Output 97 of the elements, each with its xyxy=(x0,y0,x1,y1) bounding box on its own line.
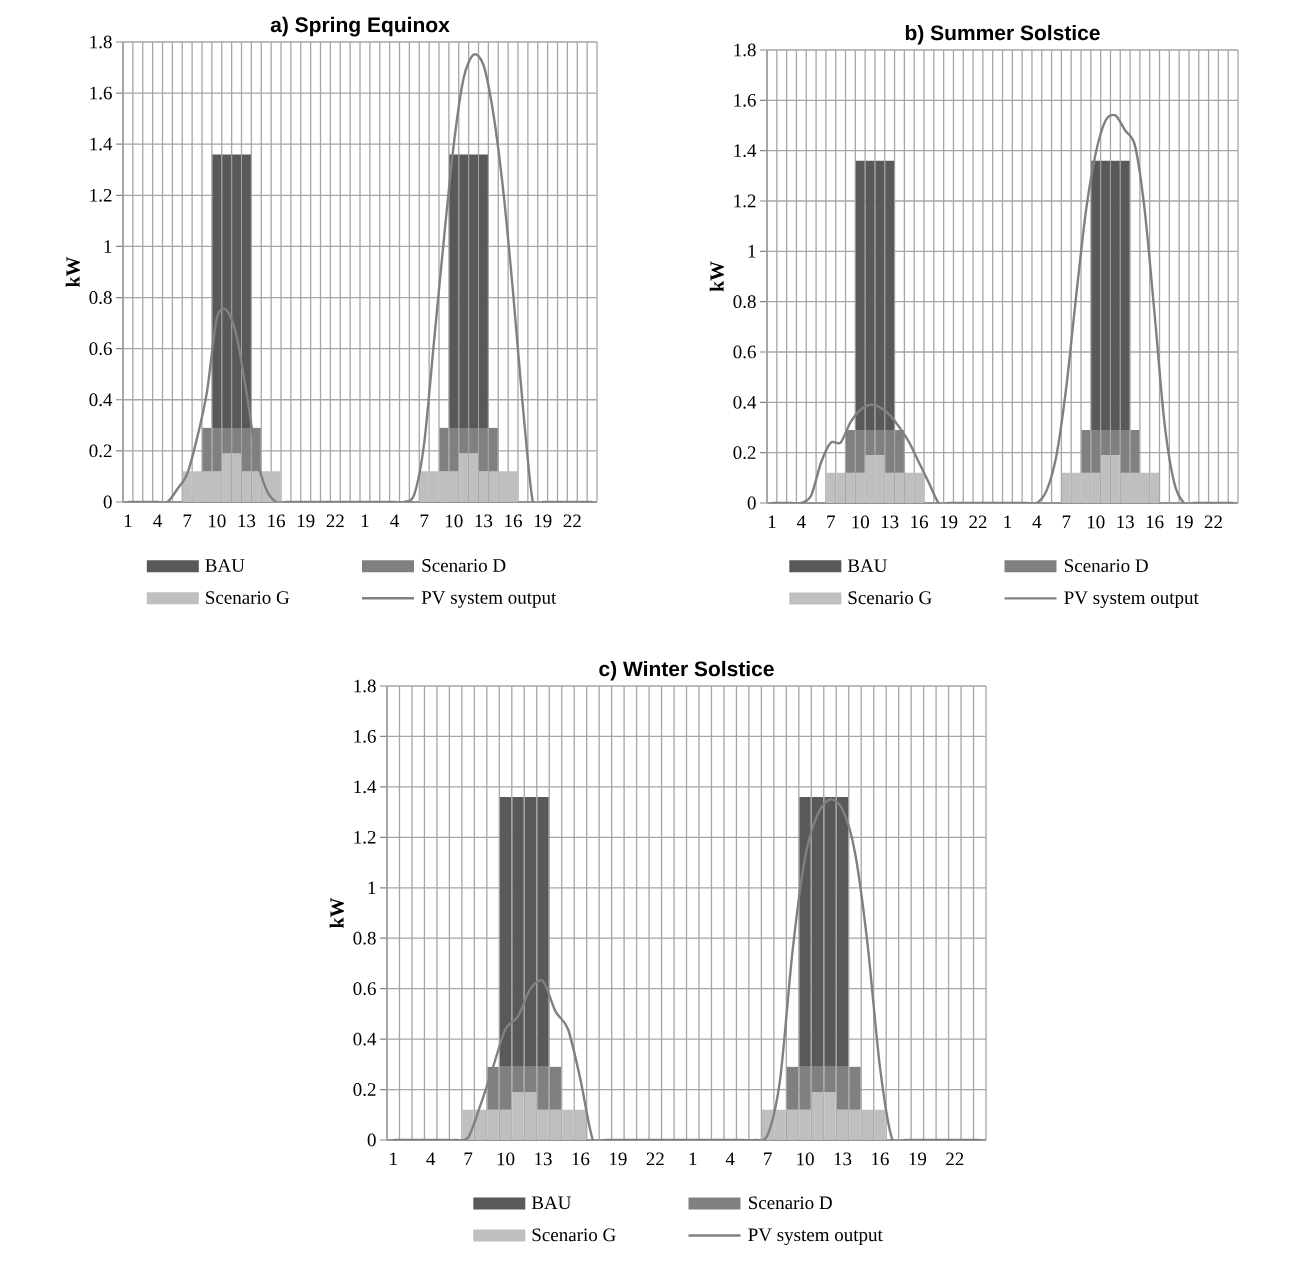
x-tick-label: 7 xyxy=(420,514,429,527)
legend-label: BAU xyxy=(847,559,888,573)
line-series xyxy=(126,53,594,502)
x-tick-label: 1 xyxy=(390,1152,397,1166)
x-tick-label: 10 xyxy=(445,514,463,528)
x-tick-label: 1 xyxy=(1004,515,1012,529)
x-tick-label: 16 xyxy=(872,1152,889,1166)
x-tick-label: 22 xyxy=(563,514,581,528)
x-tick-label: 16 xyxy=(911,515,929,529)
x-tick-label: 19 xyxy=(610,1152,627,1166)
x-tick-label: 19 xyxy=(940,515,958,529)
x-tick-label: 16 xyxy=(268,514,285,528)
x-tick-label: 19 xyxy=(909,1152,927,1166)
y-tick-label: 0.6 xyxy=(89,342,112,356)
y-tick-label: 1.6 xyxy=(354,730,376,743)
x-tick-label: 22 xyxy=(326,514,344,528)
legend-label: BAU xyxy=(205,559,245,572)
y-tick-label: 1.8 xyxy=(354,679,376,693)
legend-label: PV system output xyxy=(748,1228,883,1246)
chart-title: a) Spring Equinox xyxy=(270,16,450,37)
legend-label: Scenario D xyxy=(422,559,506,572)
y-tick-label: 0.2 xyxy=(353,1083,376,1096)
y-tick-label: 1.8 xyxy=(734,43,756,57)
y-tick-label: 0.8 xyxy=(733,295,756,309)
x-tick-label: 7 xyxy=(183,514,192,527)
x-tick-label: 1 xyxy=(124,514,132,528)
y-tick-label: 0 xyxy=(103,495,112,509)
legend-label: Scenario G xyxy=(532,1228,616,1242)
legend-label: PV system output xyxy=(421,591,557,608)
y-tick-label: 0.4 xyxy=(353,1032,377,1046)
x-tick-label: 13 xyxy=(475,514,493,528)
x-tick-label: 4 xyxy=(1032,515,1042,529)
x-tick-label: 10 xyxy=(1087,515,1105,529)
y-tick-label: 0.2 xyxy=(89,444,112,458)
x-tick-label: 4 xyxy=(725,1152,735,1166)
legend-label: BAU xyxy=(531,1196,572,1210)
x-tick-label: 1 xyxy=(768,515,776,529)
x-tick-label: 22 xyxy=(646,1152,664,1166)
y-tick-label: 1.6 xyxy=(90,86,112,100)
x-tick-label: 13 xyxy=(881,515,899,529)
x-tick-label: 10 xyxy=(852,515,869,529)
y-tick-label: 1 xyxy=(368,881,376,895)
x-tick-label: 16 xyxy=(505,514,522,528)
x-tick-label: 4 xyxy=(153,514,163,528)
y-tick-label: 1.8 xyxy=(90,35,112,49)
y-tick-label: 0.6 xyxy=(353,982,376,996)
y-tick-label: 0.2 xyxy=(733,446,756,460)
x-tick-label: 22 xyxy=(1204,515,1222,529)
y-tick-label: 1 xyxy=(104,240,112,253)
x-tick-label: 13 xyxy=(1117,515,1134,529)
x-tick-label: 7 xyxy=(764,1152,772,1165)
x-tick-label: 16 xyxy=(1146,515,1164,529)
y-tick-label: 1.2 xyxy=(90,188,112,202)
y-tick-label: 1.6 xyxy=(734,93,756,107)
x-tick-label: 19 xyxy=(297,514,315,528)
x-tick-label: 10 xyxy=(497,1152,515,1166)
y-tick-label: 1.2 xyxy=(354,830,376,844)
x-tick-label: 4 xyxy=(796,515,806,529)
y-tick-label: 0.4 xyxy=(733,395,757,409)
y-tick-label: 1.4 xyxy=(354,780,377,794)
x-tick-label: 19 xyxy=(1176,515,1193,529)
y-axis-title: kW xyxy=(65,256,80,288)
x-tick-label: 19 xyxy=(534,514,552,528)
x-tick-label: 7 xyxy=(827,515,835,528)
chart-title: b) Summer Solstice xyxy=(905,24,1100,45)
y-tick-label: 0 xyxy=(747,496,756,510)
x-tick-label: 4 xyxy=(426,1152,436,1166)
y-tick-label: 0 xyxy=(367,1133,376,1147)
y-tick-label: 0.4 xyxy=(89,393,113,407)
x-tick-label: 22 xyxy=(946,1152,964,1166)
legend-label: Scenario G xyxy=(206,591,290,604)
y-tick-label: 1.2 xyxy=(734,194,756,208)
x-tick-label: 7 xyxy=(464,1152,473,1165)
legend-label: Scenario G xyxy=(848,591,932,605)
chart-title: c) Winter Solstice xyxy=(599,660,774,681)
x-tick-label: 13 xyxy=(834,1152,852,1166)
x-tick-label: 13 xyxy=(535,1152,552,1166)
y-tick-label: 1.4 xyxy=(90,137,113,151)
y-tick-label: 0.8 xyxy=(353,931,376,945)
y-tick-label: 0.8 xyxy=(89,291,112,304)
line-series xyxy=(770,114,1235,503)
x-tick-label: 22 xyxy=(969,515,987,529)
legend-label: Scenario D xyxy=(748,1196,832,1210)
y-tick-label: 0.6 xyxy=(733,345,756,359)
x-tick-label: 10 xyxy=(208,514,226,528)
legend-label: PV system output xyxy=(1064,591,1199,608)
x-tick-label: 16 xyxy=(572,1152,590,1166)
x-tick-label: 4 xyxy=(390,514,400,528)
y-axis-title: kW xyxy=(709,261,724,292)
x-tick-label: 10 xyxy=(797,1152,814,1166)
y-tick-label: 1 xyxy=(748,245,756,258)
y-axis-title: kW xyxy=(329,897,344,929)
legend-label: Scenario D xyxy=(1064,559,1148,573)
y-tick-label: 1.4 xyxy=(734,144,757,158)
x-tick-label: 1 xyxy=(689,1152,697,1166)
x-tick-label: 13 xyxy=(238,514,256,528)
x-tick-label: 7 xyxy=(1062,515,1071,528)
